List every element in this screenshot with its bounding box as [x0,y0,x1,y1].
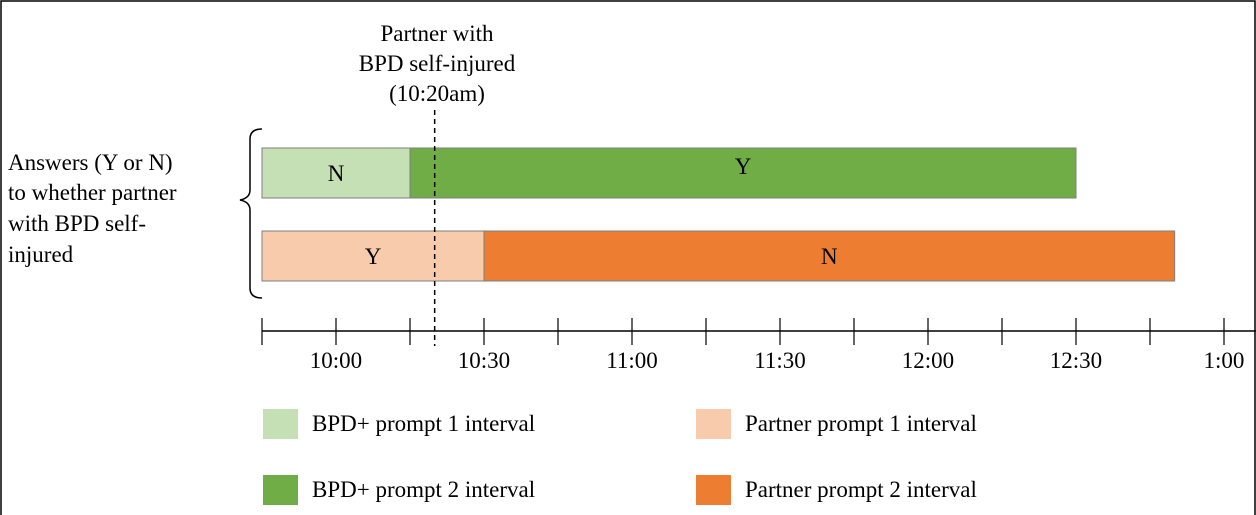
axis-tick-label: 12:00 [902,348,954,373]
bar-row2-segment2-answer: N [821,244,838,269]
legend-swatch [263,475,298,505]
bar-row2-segment1-answer: Y [365,244,382,269]
legend-label: BPD+ prompt 1 interval [312,411,535,436]
bar-row1-segment2 [409,147,1077,199]
bars-layer: N Y Y N [261,147,1176,282]
legend-swatch [696,409,731,439]
bar-row2-segment1 [261,230,485,282]
axis-tick-label: 12:30 [1050,348,1102,373]
curly-brace [239,128,263,299]
annotation-line-2: BPD self-injured [359,51,516,76]
legend-label: Partner prompt 1 interval [745,411,977,436]
event-annotation: Partner with BPD self-injured (10:20am) [359,21,516,106]
axis-tick-label: 11:30 [754,348,806,373]
bar-row1-segment2-answer: Y [735,154,752,179]
legend-swatch [696,475,731,505]
legend-swatch [263,409,298,439]
time-axis: 10:00 10:30 11:00 11:30 12:00 12:30 1:00 [261,318,1256,373]
row-label-line-1: Answers (Y or N) [8,150,173,175]
legend-label: BPD+ prompt 2 interval [312,477,535,502]
row-label: Answers (Y or N) to whether partner with… [8,150,177,267]
bar-row1-segment1 [261,147,411,199]
axis-tick-label: 11:00 [606,348,658,373]
row-label-line-2: to whether partner [8,180,177,205]
annotation-line-1: Partner with [380,21,494,46]
axis-tick-label: 10:00 [310,348,362,373]
annotation-line-3: (10:20am) [389,81,485,106]
legend-label: Partner prompt 2 interval [745,477,977,502]
bar-row1-segment1-answer: N [328,161,345,186]
bar-row2-segment2 [483,230,1176,282]
axis-tick-label: 1:00 [1204,348,1245,373]
row-label-line-3: with BPD self- [8,211,146,236]
axis-tick-label: 10:30 [458,348,510,373]
row-label-line-4: injured [8,242,74,267]
legend: BPD+ prompt 1 interval Partner prompt 1 i… [263,409,977,505]
